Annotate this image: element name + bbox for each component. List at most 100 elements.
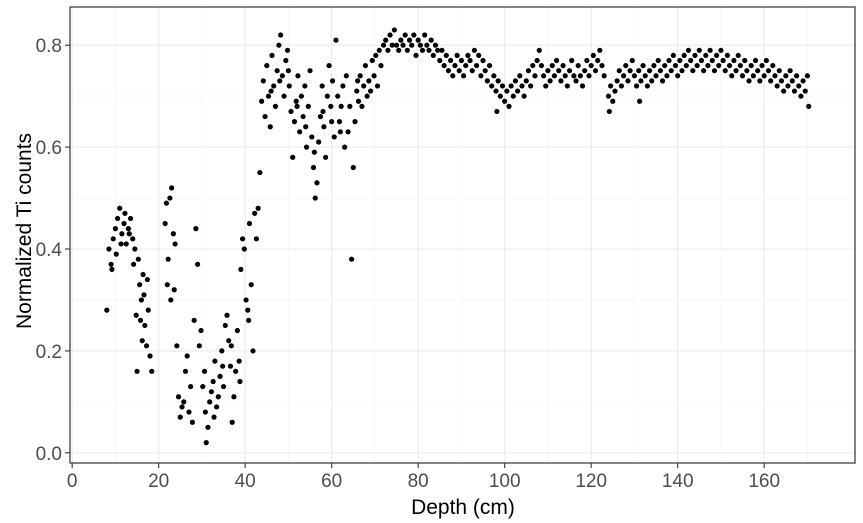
data-point (644, 83, 650, 89)
data-point (428, 37, 434, 43)
data-point (200, 383, 206, 390)
data-point (215, 394, 221, 400)
data-point (175, 394, 182, 400)
data-point (260, 78, 266, 84)
data-point (685, 47, 692, 53)
data-point (347, 103, 353, 109)
data-point (480, 57, 486, 64)
data-point (320, 108, 326, 115)
data-point (476, 52, 482, 59)
data-point (312, 195, 318, 201)
data-point (759, 62, 765, 69)
data-point (241, 246, 247, 252)
data-point (189, 419, 195, 425)
data-point (276, 42, 282, 48)
data-point (672, 62, 679, 69)
data-point (523, 78, 529, 84)
data-point (705, 62, 711, 69)
data-point (484, 78, 490, 84)
data-point (599, 62, 605, 69)
data-point (305, 103, 311, 109)
data-point (321, 124, 327, 130)
x-tick-label: 0 (67, 471, 78, 492)
data-point (396, 47, 402, 53)
data-point (577, 73, 583, 79)
data-point (724, 52, 731, 59)
data-point (125, 226, 131, 232)
data-point (616, 68, 622, 74)
data-point (774, 83, 780, 89)
data-point (742, 57, 748, 64)
data-point (562, 73, 568, 79)
data-point (794, 73, 800, 79)
data-point (357, 73, 363, 79)
data-point (262, 113, 268, 120)
data-point (437, 57, 443, 64)
data-point (239, 236, 246, 242)
data-point (169, 185, 175, 191)
data-point (314, 180, 320, 186)
x-tick-label: 80 (408, 471, 429, 492)
data-point (359, 103, 365, 109)
data-point (367, 88, 374, 94)
data-point (739, 73, 746, 79)
data-point (108, 261, 114, 267)
data-point (219, 348, 225, 354)
data-point (383, 37, 389, 43)
data-point (378, 62, 384, 69)
data-point (343, 73, 349, 79)
data-point (430, 52, 436, 59)
data-point (495, 78, 501, 84)
data-point (735, 52, 741, 59)
data-point (250, 348, 256, 354)
y-axis-title: Normalized Ti counts (13, 133, 36, 329)
data-point (711, 68, 718, 74)
minor-gridlines (70, 7, 855, 463)
data-point (331, 134, 337, 140)
data-point (135, 256, 141, 262)
data-point (203, 440, 209, 446)
data-point (621, 73, 627, 79)
data-point (768, 78, 774, 84)
data-point (404, 47, 410, 53)
data-point (800, 78, 806, 84)
data-point (469, 68, 475, 74)
data-point (646, 68, 653, 74)
data-point (592, 68, 599, 74)
data-point (114, 215, 121, 222)
data-point (471, 47, 477, 53)
data-point (293, 98, 299, 104)
data-point (718, 47, 724, 53)
data-point (571, 73, 577, 79)
data-point (113, 251, 119, 257)
data-point (130, 236, 136, 242)
data-point (220, 383, 227, 390)
data-point (345, 129, 351, 135)
data-point (217, 373, 223, 379)
data-point (722, 68, 728, 74)
data-point (458, 57, 465, 64)
data-point (355, 78, 361, 84)
data-point (763, 57, 769, 64)
data-point (716, 62, 722, 69)
data-point (536, 47, 542, 53)
data-point (210, 378, 216, 385)
data-point (783, 73, 789, 79)
data-point (785, 83, 791, 89)
data-point (172, 241, 178, 247)
data-point (126, 231, 132, 237)
data-point (637, 98, 643, 104)
data-point (633, 83, 640, 89)
data-point (798, 93, 804, 99)
data-point (441, 62, 447, 69)
data-point (588, 62, 594, 69)
data-point (778, 78, 785, 84)
data-point (556, 68, 562, 74)
data-point (364, 93, 370, 99)
data-point (558, 78, 564, 84)
data-point (196, 343, 202, 349)
data-point (264, 62, 270, 69)
data-point (279, 73, 285, 79)
data-point (119, 231, 125, 237)
data-point (248, 282, 254, 288)
